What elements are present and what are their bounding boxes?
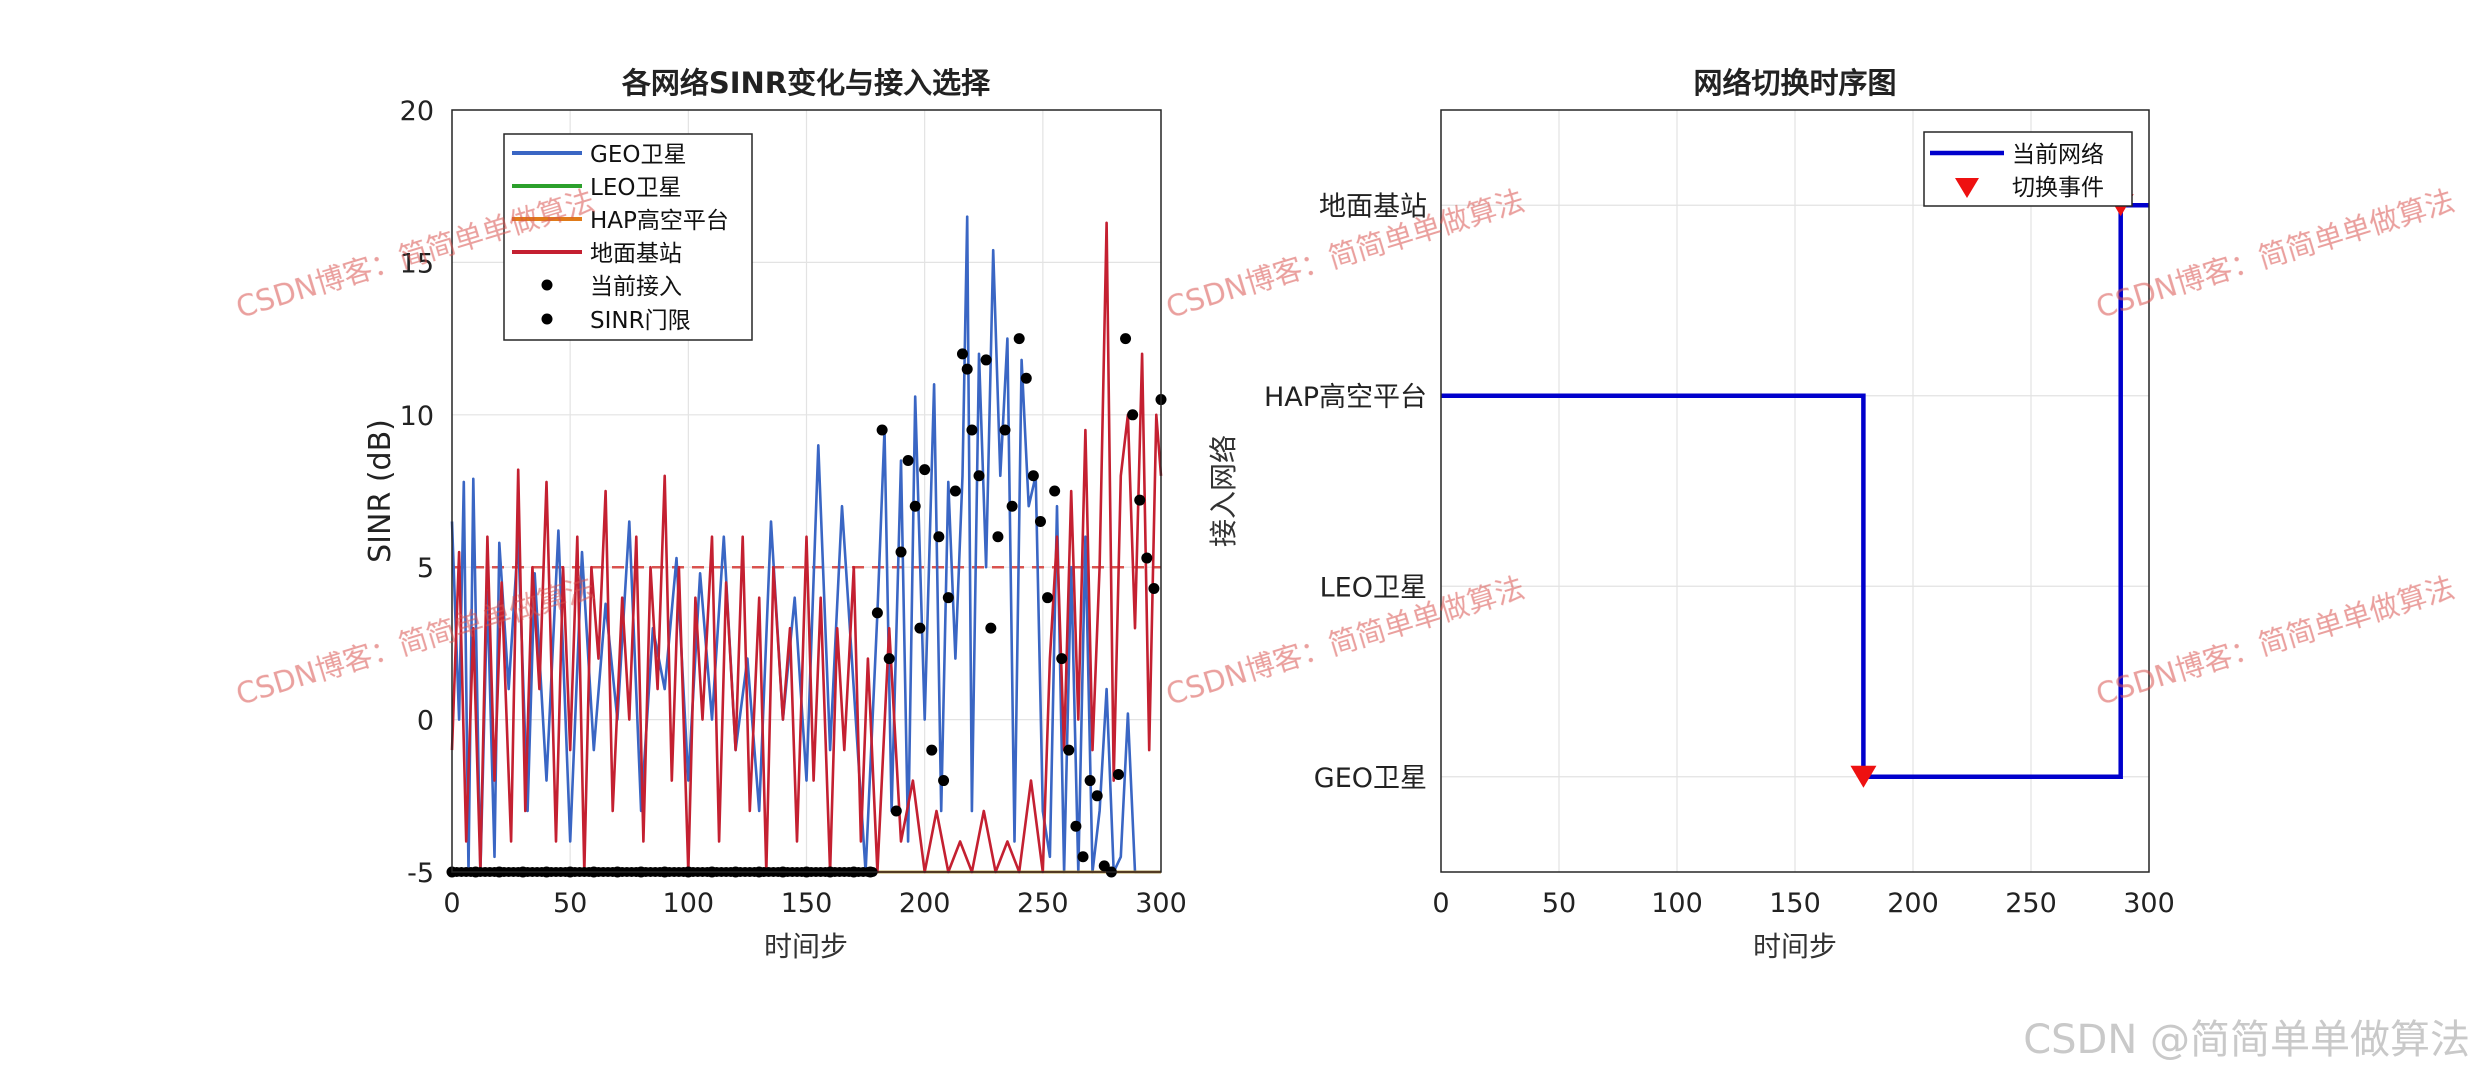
- legend-label-ground: 地面基站: [590, 241, 682, 267]
- access-point-marker: [949, 485, 961, 497]
- handover-plot-frame: [1440, 109, 2150, 873]
- sinr-chart-title: 各网络SINR变化与接入选择: [621, 66, 991, 100]
- legend-label-switch-event: 切换事件: [2012, 175, 2104, 201]
- access-point-marker: [1134, 494, 1146, 506]
- footer-watermark: CSDN @简简单单做算法: [2023, 1017, 2470, 1063]
- access-point-marker: [980, 354, 992, 366]
- access-point-marker: [902, 455, 914, 467]
- sinr-y-axis-label: SINR (dB): [363, 419, 398, 563]
- sinr-y-tick-label: 5: [417, 553, 434, 584]
- legend-marker-threshold: [541, 313, 553, 325]
- sinr-y-tick-label: 0: [417, 706, 434, 737]
- sinr-x-tick-label: 100: [663, 888, 715, 919]
- handover-x-tick-label: 300: [2123, 888, 2175, 919]
- sinr-x-tick-label: 150: [781, 888, 833, 919]
- access-point-marker: [956, 348, 968, 360]
- legend-label-threshold: SINR门限: [590, 308, 691, 334]
- legend-label-geo: GEO卫星: [590, 142, 686, 168]
- sinr-chart: 0 50 100 150 200 250 300 -5 0 5 10 15 20 各网络SINR变化与…: [363, 66, 1187, 963]
- handover-y-axis-label: 接入网络: [1207, 435, 1240, 547]
- access-point-marker: [1127, 409, 1139, 421]
- legend-label-current-network: 当前网络: [2012, 142, 2104, 168]
- sinr-legend-box: [503, 133, 753, 341]
- handover-x-tick-label: 0: [1432, 888, 1449, 919]
- access-point-marker: [1084, 775, 1096, 787]
- access-point-marker: [871, 607, 883, 619]
- access-point-marker: [1027, 470, 1039, 482]
- handover-x-tick-label: 50: [1542, 888, 1576, 919]
- sinr-x-tick-label: 300: [1135, 888, 1187, 919]
- sinr-series-ground: [450, 221, 1163, 874]
- legend-marker-switch-event: [1955, 178, 1979, 198]
- access-point-marker: [1034, 515, 1046, 527]
- legend-label-leo: LEO卫星: [590, 175, 681, 201]
- access-point-marker: [895, 546, 907, 558]
- sinr-x-axis-label: 时间步: [764, 930, 848, 963]
- access-point-marker: [966, 424, 978, 436]
- access-point-marker: [909, 500, 921, 512]
- legend-label-hap: HAP高空平台: [590, 208, 729, 234]
- access-point-marker: [1141, 552, 1153, 564]
- access-point-marker: [961, 363, 973, 375]
- access-point-marker: [999, 424, 1011, 436]
- access-point-marker: [1077, 851, 1089, 863]
- sinr-y-ticks: -5 0 5 10 15 20: [400, 96, 434, 889]
- sinr-x-tick-label: 250: [1017, 888, 1069, 919]
- access-point-marker: [1006, 500, 1018, 512]
- handover-x-tick-label: 200: [1887, 888, 1939, 919]
- sinr-y-tick-label: 10: [400, 401, 434, 432]
- sinr-y-tick-label: 20: [400, 96, 434, 127]
- sinr-x-tick-label: 50: [553, 888, 587, 919]
- handover-x-tick-label: 250: [2005, 888, 2057, 919]
- access-point-marker: [914, 622, 926, 634]
- access-point-marker: [1056, 653, 1068, 665]
- access-point-marker: [973, 470, 985, 482]
- handover-y-tick-label: GEO卫星: [1314, 763, 1427, 794]
- sinr-x-ticks: 0 50 100 150 200 250 300: [443, 888, 1186, 919]
- access-point-marker: [1049, 485, 1061, 497]
- access-point-marker: [926, 744, 938, 756]
- access-point-marker: [1148, 583, 1160, 595]
- access-point-marker: [985, 622, 997, 634]
- access-point-marker: [890, 805, 902, 817]
- sinr-y-tick-label: 15: [400, 248, 434, 279]
- sinr-x-tick-label: 200: [899, 888, 951, 919]
- handover-y-tick-label: HAP高空平台: [1264, 382, 1427, 413]
- access-point-marker: [1013, 333, 1025, 345]
- access-point-marker: [933, 531, 945, 543]
- sinr-x-tick-label: 0: [443, 888, 460, 919]
- handover-chart: 0 50 100 150 200 250 300 GEO卫星 LEO卫星 HAP高空平台 地面基站…: [1207, 66, 2175, 963]
- access-point-marker: [883, 653, 895, 665]
- handover-y-tick-label: LEO卫星: [1320, 572, 1427, 603]
- sinr-access-points: [446, 333, 1167, 878]
- access-point-marker: [938, 775, 950, 787]
- access-point-marker: [942, 592, 954, 604]
- handover-legend-box: [1923, 131, 2133, 207]
- switch-event-marker: [1850, 765, 1877, 788]
- handover-x-ticks: 0 50 100 150 200 250 300: [1432, 888, 2174, 919]
- access-point-marker: [1063, 744, 1075, 756]
- legend-marker-access: [541, 279, 553, 291]
- sinr-y-tick-label: -5: [407, 858, 434, 889]
- sinr-legend: GEO卫星 LEO卫星 HAP高空平台 地面基站 当前接入 SINR门限: [503, 133, 753, 341]
- handover-x-axis-label: 时间步: [1753, 930, 1837, 963]
- access-point-marker: [1112, 768, 1124, 780]
- access-point-marker: [1042, 592, 1054, 604]
- access-point-marker: [1020, 372, 1032, 384]
- access-point-marker: [1120, 333, 1132, 345]
- handover-x-tick-label: 100: [1651, 888, 1703, 919]
- handover-y-tick-label: 地面基站: [1319, 191, 1427, 222]
- legend-label-access: 当前接入: [590, 274, 682, 300]
- access-point-marker: [876, 424, 888, 436]
- sinr-plot-frame: [451, 109, 1162, 873]
- handover-legend: 当前网络 切换事件: [1923, 131, 2133, 207]
- access-point-marker: [1091, 790, 1103, 802]
- access-point-marker: [1070, 820, 1082, 832]
- handover-chart-title: 网络切换时序图: [1693, 66, 1896, 100]
- access-point-marker: [992, 531, 1004, 543]
- access-point-marker: [919, 464, 931, 476]
- handover-y-ticks: GEO卫星 LEO卫星 HAP高空平台 地面基站: [1264, 191, 1427, 794]
- handover-x-tick-label: 150: [1769, 888, 1821, 919]
